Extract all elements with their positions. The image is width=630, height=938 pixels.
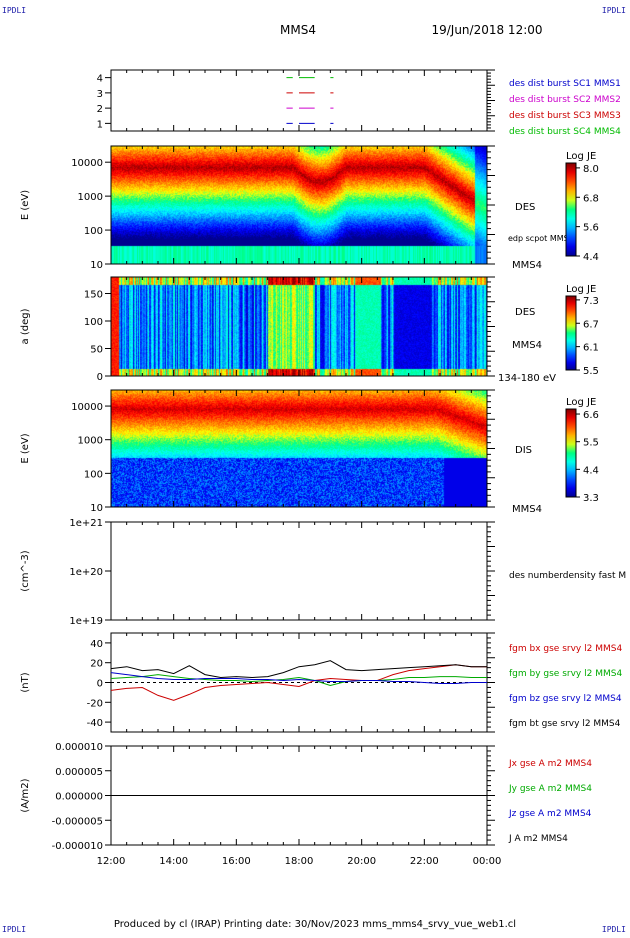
fgm-legend-bx: fgm bx gse srvy l2 MMS4 xyxy=(509,644,622,654)
des-pitch-energy-range: 134-180 eV xyxy=(498,373,556,384)
current-ytick-label: -0.000010 xyxy=(52,841,103,852)
des-energy-colorbar-tick-label: 8.0 xyxy=(583,164,599,175)
des-pitch-ylabel: a (deg) xyxy=(20,308,31,344)
dis-energy-ytick-label: 100 xyxy=(84,469,103,480)
burst-panel-frame xyxy=(110,69,488,132)
density-panel-frame xyxy=(110,521,488,621)
fgm-series-bx xyxy=(110,664,487,701)
current-legend-1: Jx gse A m2 MMS4 xyxy=(508,759,592,769)
des-pitch-colorbar-tick-label: 7.3 xyxy=(583,296,599,307)
des-pitch-spacecraft: MMS4 xyxy=(512,340,542,351)
des-pitch-colorbar-title: Log JE xyxy=(566,284,596,295)
des-energy-ylabel: E (eV) xyxy=(20,190,31,220)
des-energy-colorbar-tick-label: 5.6 xyxy=(583,223,599,234)
burst-ytick-label: 4 xyxy=(97,74,103,85)
des-pitch-instrument: DES xyxy=(515,307,535,318)
des-energy-colorbar-tick-label: 6.8 xyxy=(583,193,599,204)
fgm-legend-bz: fgm bz gse srvy l2 MMS4 xyxy=(509,694,622,704)
fgm-series-by xyxy=(110,674,487,687)
x-tick-label: 20:00 xyxy=(347,856,376,867)
fgm-ytick-label: 0 xyxy=(97,679,103,690)
x-tick-label: 18:00 xyxy=(285,856,314,867)
dis-energy-ytick-label: 1000 xyxy=(78,436,103,447)
page-date: 19/Jun/2018 12:00 xyxy=(431,23,542,37)
des-pitch-colorbar xyxy=(565,295,577,371)
dis-energy-ytick-label: 10 xyxy=(90,503,103,514)
density-legend: des numberdensity fast M xyxy=(509,571,626,581)
fgm-ytick-label: -40 xyxy=(87,718,103,729)
des-energy-ytick-label: 10 xyxy=(90,260,103,271)
burst-legend-3: des dist burst SC3 MMS3 xyxy=(509,111,621,121)
des-energy-scpot-label: edp scpot MMS4 xyxy=(508,234,574,243)
des-pitch-ytick-label: 0 xyxy=(97,372,103,383)
fgm-series-bz xyxy=(110,672,487,684)
des-energy-instrument: DES xyxy=(515,202,535,213)
dis-energy-colorbar-tick-label: 6.6 xyxy=(583,410,599,421)
des-pitch-colorbar-tick-label: 6.1 xyxy=(583,343,599,354)
des-energy-spectrogram xyxy=(111,146,487,264)
des-energy-spacecraft: MMS4 xyxy=(512,260,542,271)
des-pitch-colorbar-tick-label: 6.7 xyxy=(583,319,599,330)
density-ytick-label: 1e+19 xyxy=(69,616,103,627)
burst-legend-1: des dist burst SC1 MMS1 xyxy=(509,79,621,89)
des-energy-colorbar-title: Log JE xyxy=(566,151,596,162)
corner-mark-bottom-left: IPDLI xyxy=(2,925,27,934)
dis-energy-instrument: DIS xyxy=(515,445,532,456)
dis-energy-ytick-label: 10000 xyxy=(71,402,103,413)
des-pitch-spectrogram xyxy=(111,277,487,376)
corner-mark-top-left: IPDLI xyxy=(2,6,27,15)
fgm-series-bt xyxy=(110,660,487,679)
fgm-ytick-label: -20 xyxy=(87,698,103,709)
des-energy-colorbar-tick-label: 4.4 xyxy=(583,252,599,263)
dis-energy-spectrogram xyxy=(111,390,487,507)
burst-legend-2: des dist burst SC2 MMS2 xyxy=(509,95,621,105)
current-ytick-label: -0.000005 xyxy=(52,816,103,827)
burst-ytick-label: 3 xyxy=(97,89,103,100)
fgm-legend-by: fgm by gse srvy l2 MMS4 xyxy=(509,669,622,679)
des-pitch-ytick-label: 50 xyxy=(90,345,103,356)
current-ytick-label: 0.000005 xyxy=(55,767,103,778)
dis-energy-colorbar xyxy=(565,408,577,498)
footer-caption: Produced by cl (IRAP) Printing date: 30/… xyxy=(113,919,517,930)
des-energy-ytick-label: 100 xyxy=(84,226,103,237)
current-legend-4: J A m2 MMS4 xyxy=(508,834,568,844)
des-pitch-ytick-label: 100 xyxy=(84,317,103,328)
current-ytick-label: 0.000000 xyxy=(55,792,103,803)
dis-energy-spacecraft: MMS4 xyxy=(512,504,542,515)
density-ytick-label: 1e+20 xyxy=(69,567,103,578)
x-tick-label: 12:00 xyxy=(97,856,126,867)
fgm-ylabel: (nT) xyxy=(20,672,31,692)
dis-energy-colorbar-tick-label: 3.3 xyxy=(583,493,599,504)
x-tick-label: 00:00 xyxy=(473,856,502,867)
burst-ytick-label: 2 xyxy=(97,104,103,115)
fgm-ytick-label: 40 xyxy=(90,639,103,650)
current-legend-2: Jy gse A m2 MMS4 xyxy=(508,784,592,794)
dis-energy-colorbar-title: Log JE xyxy=(566,397,596,408)
page-title: MMS4 xyxy=(280,23,316,37)
fgm-ytick-label: 20 xyxy=(90,659,103,670)
dis-energy-ylabel: E (eV) xyxy=(20,433,31,463)
current-ylabel: (A/m2) xyxy=(20,778,31,812)
des-energy-ytick-label: 10000 xyxy=(71,158,103,169)
x-tick-label: 14:00 xyxy=(159,856,188,867)
density-ylabel: (cm^-3) xyxy=(20,550,31,591)
des-pitch-colorbar-tick-label: 5.5 xyxy=(583,366,599,377)
x-tick-label: 22:00 xyxy=(410,856,439,867)
des-energy-colorbar xyxy=(565,162,577,257)
current-ytick-label: 0.000010 xyxy=(55,742,103,753)
burst-legend-4: des dist burst SC4 MMS4 xyxy=(509,127,621,137)
corner-mark-top-right: IPDLI xyxy=(601,6,626,15)
dis-energy-colorbar-tick-label: 4.4 xyxy=(583,465,599,476)
des-energy-ytick-label: 1000 xyxy=(78,192,103,203)
x-tick-label: 16:00 xyxy=(222,856,251,867)
burst-ytick-label: 1 xyxy=(97,119,103,130)
dis-energy-colorbar-tick-label: 5.5 xyxy=(583,438,599,449)
fgm-legend-bt: fgm bt gse srvy l2 MMS4 xyxy=(509,719,621,729)
current-legend-3: Jz gse A m2 MMS4 xyxy=(508,809,592,819)
des-pitch-ytick-label: 150 xyxy=(84,290,103,301)
density-ytick-label: 1e+21 xyxy=(69,518,103,529)
corner-mark-bottom-right: IPDLI xyxy=(601,925,626,934)
